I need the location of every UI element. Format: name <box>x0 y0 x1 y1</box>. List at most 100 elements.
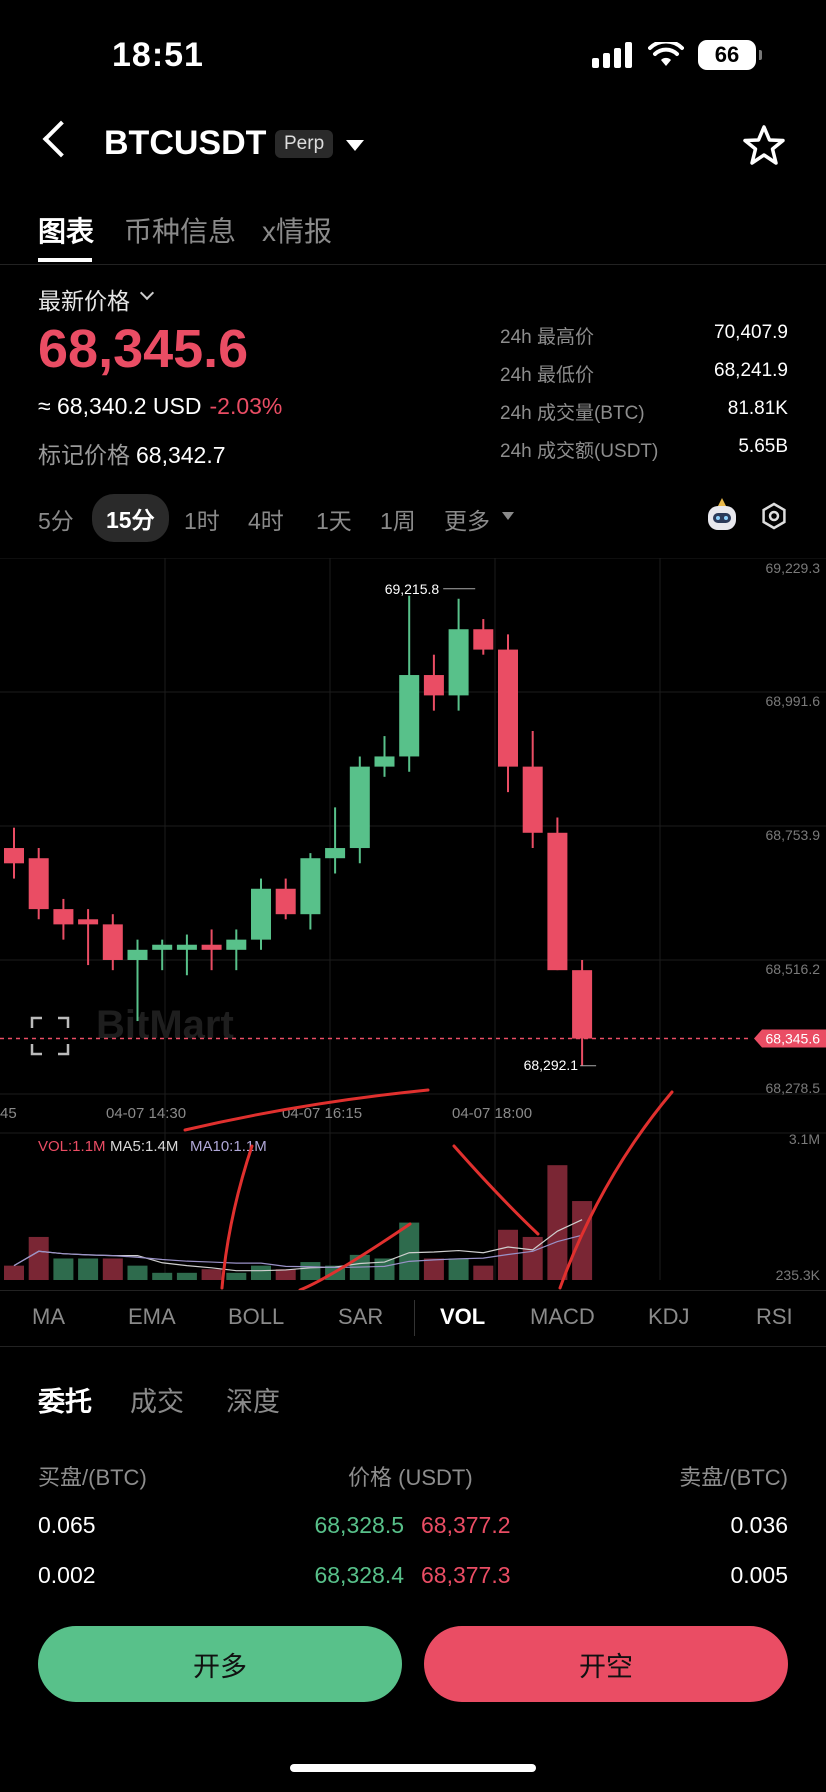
timeframe-1h[interactable]: 1时 <box>184 508 220 534</box>
usd-value: ≈ 68,340.2 USD <box>38 393 202 419</box>
indicator-rsi[interactable]: RSI <box>756 1304 793 1329</box>
stat-high-label: 24h 最高价 <box>500 327 594 348</box>
price-change-percent: -2.03% <box>209 393 283 419</box>
timeframe-4h[interactable]: 4时 <box>248 508 284 534</box>
volume-bar <box>448 1258 469 1280</box>
volume-bar <box>102 1258 123 1280</box>
time-tick: 04-07 18:00 <box>452 1105 532 1122</box>
volume-bar <box>4 1265 24 1280</box>
price-chart[interactable]: BitMart 69,229.3 68,991.6 68,753.9 68,51… <box>0 558 826 1290</box>
volume-bars <box>4 1165 593 1280</box>
hand-drawn-annotations <box>183 1088 674 1290</box>
volume-legend: VOL:1.1M MA5:1.4M MA10:1.1M <box>38 1138 267 1155</box>
current-price-tag: 68,345.6 <box>754 1029 826 1048</box>
indicator-ema[interactable]: EMA <box>128 1304 176 1329</box>
indicator-macd[interactable]: MACD <box>530 1304 595 1329</box>
timeframe-15m[interactable]: 15分 <box>92 494 169 542</box>
tab-depth[interactable]: 深度 <box>226 1387 280 1417</box>
candle-body <box>498 649 518 767</box>
timeframe-1w[interactable]: 1周 <box>380 508 416 534</box>
candle-body <box>226 939 247 950</box>
volume-bar <box>152 1272 173 1280</box>
stat-high-value: 70,407.9 <box>714 322 788 343</box>
chart-settings-icon[interactable] <box>760 502 788 530</box>
symbol-dropdown-icon[interactable] <box>346 140 364 151</box>
time-tick: 04-07 14:30 <box>106 1105 186 1122</box>
candle-body <box>78 919 99 925</box>
bid-header: 买盘/(BTC) <box>38 1465 147 1490</box>
time-axis: 45 04-07 14:30 04-07 16:15 04-07 18:00 <box>0 1105 532 1122</box>
volume-bar <box>399 1222 420 1280</box>
volume-bar <box>53 1258 74 1280</box>
candle-body <box>374 756 395 767</box>
candle-body <box>399 675 420 757</box>
bid-price[interactable]: 68,328.5 <box>314 1512 404 1538</box>
chevron-down-icon[interactable] <box>139 285 155 301</box>
price-header: 价格 (USDT) <box>348 1465 473 1490</box>
ask-price[interactable]: 68,377.2 <box>421 1512 511 1538</box>
indicator-sar[interactable]: SAR <box>338 1304 384 1329</box>
favorite-star-icon[interactable] <box>742 124 786 166</box>
robot-assistant-icon[interactable] <box>706 498 738 534</box>
open-short-button[interactable]: 开空 <box>424 1626 788 1702</box>
timeframe-1d[interactable]: 1天 <box>316 508 352 534</box>
tab-chart[interactable]: 图表 <box>38 216 95 247</box>
bid-price[interactable]: 68,328.4 <box>314 1562 404 1588</box>
volume-bar <box>201 1269 222 1280</box>
usd-equivalent: ≈ 68,340.2 USD -2.03% <box>38 393 282 420</box>
ask-qty[interactable]: 0.005 <box>730 1562 788 1588</box>
candle-body <box>275 888 296 915</box>
indicator-boll[interactable]: BOLL <box>228 1304 285 1329</box>
candle-body <box>28 858 49 910</box>
ma5-legend: MA5:1.4M <box>110 1138 178 1155</box>
current-price-tag-bg <box>754 1029 826 1048</box>
back-icon[interactable] <box>42 120 80 158</box>
candle-body <box>572 970 593 1039</box>
indicator-vol[interactable]: VOL <box>440 1304 486 1329</box>
volume-bar <box>374 1258 395 1280</box>
timeframe-more[interactable]: 更多 <box>444 508 490 534</box>
tab-coin-info[interactable]: 币种信息 <box>124 216 237 247</box>
candles <box>4 595 593 1066</box>
vol-tick: 3.1M <box>789 1131 820 1147</box>
tab-trades[interactable]: 成交 <box>130 1387 184 1417</box>
vol-legend: VOL:1.1M <box>38 1138 106 1155</box>
ask-price[interactable]: 68,377.3 <box>421 1562 511 1588</box>
indicator-ma[interactable]: MA <box>32 1304 65 1329</box>
price-tick: 68,753.9 <box>766 827 821 843</box>
tab-x-intel[interactable]: x情报 <box>262 216 333 247</box>
stat-turnover-value: 5.65B <box>738 436 788 457</box>
more-dropdown-icon[interactable] <box>502 512 514 520</box>
price-tick: 68,278.5 <box>766 1080 821 1096</box>
ma10-legend: MA10:1.1M <box>190 1138 267 1155</box>
symbol-title[interactable]: BTCUSDT <box>104 124 267 162</box>
volume-bar <box>275 1269 296 1280</box>
volume-bar <box>423 1258 444 1280</box>
volume-bar <box>522 1236 543 1280</box>
latest-price-selector[interactable]: 最新价格 <box>38 288 130 314</box>
volume-bar <box>127 1265 148 1280</box>
candle-body <box>448 629 469 696</box>
mark-price: 标记价格 68,342.7 <box>38 436 226 470</box>
indicator-kdj[interactable]: KDJ <box>648 1304 690 1329</box>
volume-bar <box>28 1236 49 1280</box>
price-tick: 68,516.2 <box>766 961 821 977</box>
bid-qty[interactable]: 0.065 <box>38 1512 96 1538</box>
ask-qty[interactable]: 0.036 <box>730 1512 788 1538</box>
volume-bar <box>226 1272 247 1280</box>
ma5-line <box>13 1219 583 1272</box>
time-tick: 04-07 16:15 <box>282 1105 362 1122</box>
stat-turnover-label: 24h 成交额(USDT) <box>500 441 659 462</box>
bid-qty[interactable]: 0.002 <box>38 1562 96 1588</box>
volume-bar <box>78 1258 99 1280</box>
tab-orders[interactable]: 委托 <box>38 1387 92 1417</box>
indicator-divider-bottom <box>0 1346 826 1347</box>
high-price-label: 69,215.8 <box>385 581 440 597</box>
wifi-icon <box>648 42 684 66</box>
mark-price-value: 68,342.7 <box>136 442 226 468</box>
timeframe-5m[interactable]: 5分 <box>38 508 74 534</box>
current-price-tag-text: 68,345.6 <box>766 1031 821 1047</box>
candle-body <box>102 924 123 960</box>
open-long-button[interactable]: 开多 <box>38 1626 402 1702</box>
fullscreen-icon[interactable] <box>30 1016 70 1056</box>
